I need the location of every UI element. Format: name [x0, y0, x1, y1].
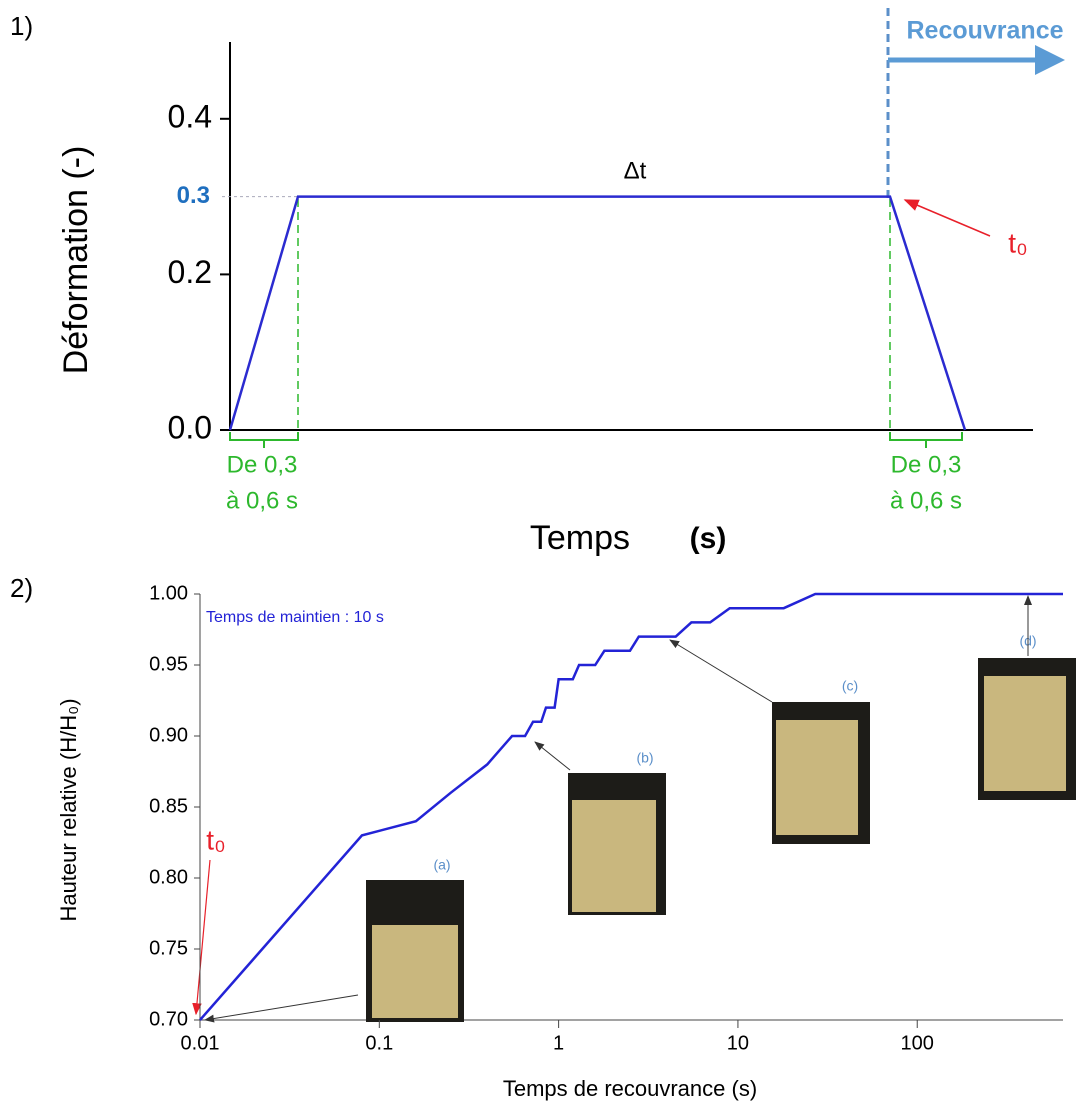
y-tick-label: 0.70 — [149, 1008, 188, 1030]
y-tick-label: 0.90 — [149, 724, 188, 746]
x-tick-label: 1 — [553, 1032, 564, 1054]
photo: (b) — [568, 750, 666, 915]
y-axis-label: Hauteur relative (H/H₀) — [56, 698, 81, 921]
photo-label: (a) — [433, 857, 450, 873]
recovery-label: Recouvrance — [906, 17, 1063, 45]
y-tick-label: 0.95 — [149, 653, 188, 675]
x-tick-label: 100 — [901, 1032, 934, 1054]
x-tick-label: 0.01 — [181, 1032, 220, 1054]
ramp-label: à 0,6 s — [890, 487, 962, 514]
t0-arrow — [192, 859, 211, 1016]
hold-label: Temps de maintien : 10 s — [206, 609, 384, 626]
t0-arrow — [903, 199, 991, 237]
photo-label: (c) — [842, 678, 858, 694]
panel-label: 1) — [10, 11, 33, 41]
photo: (c) — [772, 678, 870, 844]
ramp-label: à 0,6 s — [226, 487, 298, 514]
y-tick-label: 0.80 — [149, 866, 188, 888]
x-axis-label: Temps — [530, 519, 630, 557]
photo-arrow — [204, 994, 359, 1023]
y-tick-label: 0.75 — [149, 937, 188, 959]
y-tick-label: 0.0 — [168, 409, 212, 445]
recovery-line — [199, 592, 1063, 1021]
y-tick-label: 0.85 — [149, 795, 188, 817]
photo-arrow — [669, 639, 773, 703]
x-axis-label: Temps de recouvrance (s) — [503, 1076, 757, 1101]
ramp-bracket — [889, 432, 963, 448]
y-tick-label: 0.4 — [168, 98, 212, 134]
panel-label: 2) — [10, 573, 33, 603]
x-tick-label: 0.1 — [365, 1032, 393, 1054]
photo: (a) — [366, 857, 464, 1022]
level-label: 0.3 — [177, 182, 210, 209]
photo-arrow — [534, 741, 571, 771]
t0-label: t₀ — [1008, 227, 1027, 258]
ramp-label: De 0,3 — [891, 451, 962, 478]
x-tick-label: 10 — [727, 1032, 749, 1054]
y-tick-label: 0.2 — [168, 254, 212, 290]
photo: (d) — [978, 633, 1076, 800]
y-tick-label: 1.00 — [149, 582, 188, 604]
strain-line — [228, 195, 967, 431]
y-axis-label: Déformation (-) — [57, 146, 95, 375]
delta-label: Δt — [624, 157, 647, 184]
t0-label: t₀ — [206, 824, 225, 855]
x-axis-unit: (s) — [690, 522, 727, 555]
ramp-label: De 0,3 — [227, 451, 298, 478]
photo-label: (b) — [636, 750, 653, 766]
ramp-bracket — [229, 432, 299, 448]
